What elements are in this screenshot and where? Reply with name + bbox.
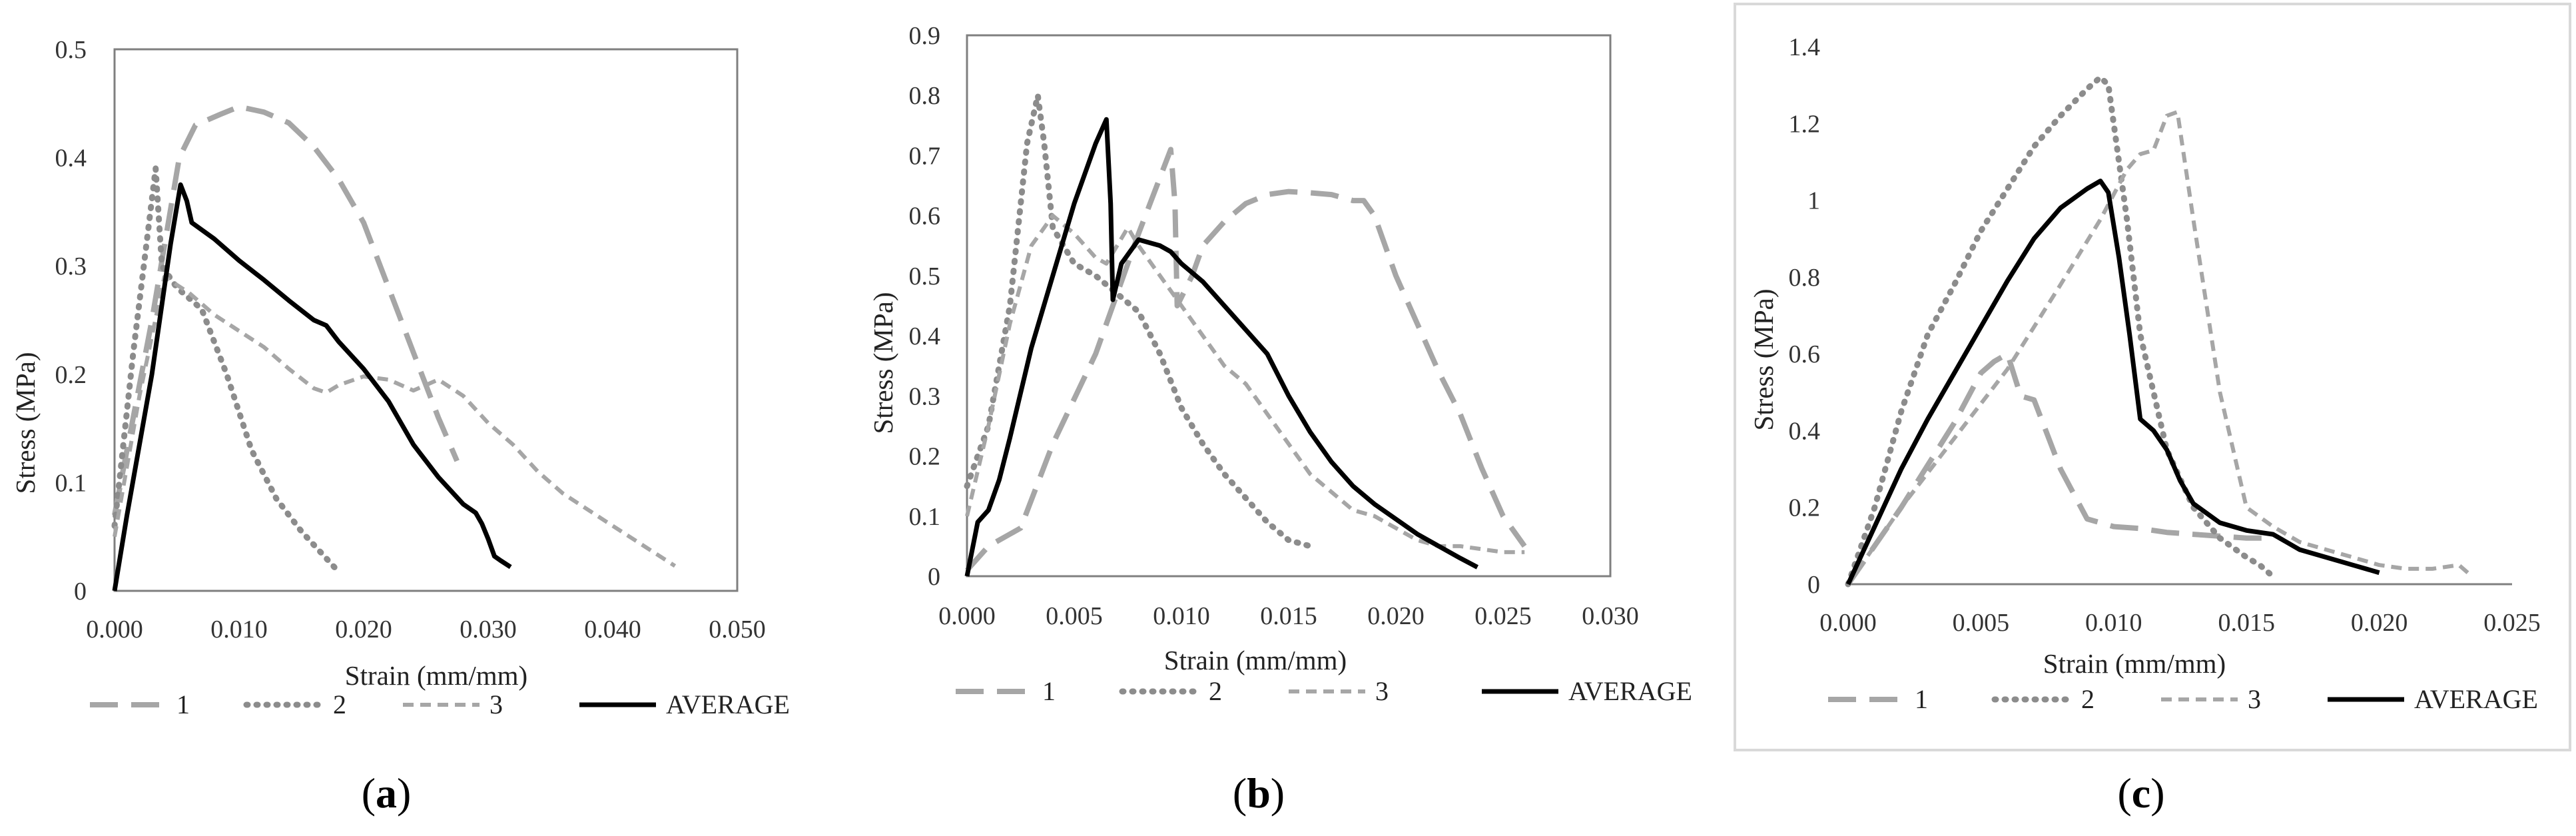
panel-letter-c: c (2132, 769, 2150, 817)
panel-a: 0.000 0.010 0.020 0.030 0.040 0.050 0 0.1 0.2 0.3… (10, 36, 790, 817)
x-tick-label-b: 0.010 (1153, 602, 1210, 630)
panel-b: 0.000 0.005 0.010 0.015 0.020 0.025 0.030 0 0.1 0… (868, 22, 1692, 817)
panel-label-c: (c) (2117, 769, 2164, 817)
x-tick-label-a: 0.020 (335, 616, 392, 643)
x-axis-label-a: Strain (mm/mm) (345, 660, 527, 691)
plot-border-b (966, 34, 1612, 578)
series-line-c-2 (1845, 74, 2276, 588)
plot-area-b: 0.000 0.005 0.010 0.015 0.020 0.025 0.030 0 0.1 0… (909, 22, 1639, 630)
y-tick-label-b: 0.8 (909, 82, 941, 110)
legend-c: 1 2 3 AVERAGE (1828, 684, 2538, 714)
y-tick-label-c: 1.4 (1789, 33, 1821, 61)
panel-letter-b: b (1247, 769, 1271, 817)
series-line-b-2 (964, 92, 1313, 550)
x-tick-label-c: 0.005 (1953, 609, 2010, 637)
legend-label-b-3: 3 (1375, 676, 1389, 706)
y-tick-label-b: 0 (928, 563, 940, 591)
legend-label-a-2: 2 (333, 689, 346, 719)
legend-label-a-3: 3 (489, 689, 503, 719)
legend-label-c-3: 3 (2248, 684, 2261, 714)
series-line-a-1 (112, 104, 460, 516)
legend-label-a-1: 1 (176, 689, 190, 719)
series-line-b-average (964, 117, 1479, 577)
y-tick-label-a: 0.4 (55, 145, 87, 173)
panel-label-a: (a) (362, 769, 412, 817)
y-tick-label-b: 0.7 (909, 142, 941, 170)
panel-c-border (1734, 3, 2571, 751)
y-axis-label-c: Stress (MPa) (1748, 289, 1779, 431)
y-tick-label-c: 0.6 (1789, 340, 1821, 368)
x-tick-label-b: 0.015 (1260, 602, 1317, 630)
y-tick-label-a: 0 (74, 578, 87, 606)
y-axis-label-a: Stress (MPa) (10, 352, 41, 494)
x-axis-label-b: Strain (mm/mm) (1164, 645, 1347, 675)
legend-label-c-average: AVERAGE (2414, 684, 2538, 714)
series-line-b-1 (965, 147, 1527, 572)
y-tick-label-b: 0.5 (909, 262, 941, 290)
legend-b: 1 2 3 AVERAGE (956, 676, 1692, 706)
legend-label-c-1: 1 (1915, 684, 1928, 714)
y-tick-label-b: 0.9 (909, 22, 941, 50)
x-tick-label-b: 0.025 (1474, 602, 1532, 630)
series-line-a-average (112, 182, 512, 592)
series-group-a (111, 104, 677, 592)
series-line-a-2 (111, 165, 340, 572)
legend-label-b-average: AVERAGE (1568, 676, 1692, 706)
y-tick-label-b: 0.1 (909, 503, 941, 531)
x-tick-label-a: 0.030 (460, 616, 517, 643)
legend-label-b-2: 2 (1209, 676, 1222, 706)
series-line-a-3 (113, 274, 677, 568)
x-tick-label-b: 0.020 (1367, 602, 1425, 630)
panel-c: 0.000 0.005 0.010 0.015 0.020 0.025 0 0.2 0.4 0.6… (1748, 33, 2541, 817)
y-axis-label-b: Stress (MPa) (868, 292, 898, 434)
series-group-b (964, 92, 1527, 577)
y-tick-label-a: 0.5 (55, 36, 87, 64)
plot-area-a: 0.000 0.010 0.020 0.030 0.040 0.050 0 0.1 0.2 0.3… (55, 36, 766, 643)
y-tick-label-a: 0.3 (55, 252, 87, 280)
x-axis-label-c: Strain (mm/mm) (2043, 648, 2226, 679)
legend-a: 1 2 3 AVERAGE (90, 689, 790, 719)
x-tick-label-c: 0.020 (2351, 609, 2408, 637)
x-tick-label-b: 0.005 (1046, 602, 1103, 630)
plot-area-c: 0.000 0.005 0.010 0.015 0.020 0.025 0 0.2 0.4 0.6… (1789, 33, 2541, 637)
y-tick-label-b: 0.6 (909, 203, 941, 230)
plot-border-a (113, 48, 739, 592)
x-tick-label-c: 0.000 (1819, 609, 1877, 637)
x-tick-label-a: 0.040 (584, 616, 641, 643)
x-tick-label-c: 0.010 (2085, 609, 2142, 637)
series-line-c-1 (1845, 351, 2274, 586)
y-tick-label-c: 1.2 (1789, 110, 1821, 138)
y-tick-label-c: 0 (1807, 571, 1820, 599)
series-line-c-average (1845, 179, 2380, 586)
x-tick-label-a: 0.050 (709, 616, 766, 643)
panel-letter-a: a (376, 769, 397, 817)
x-tick-label-b: 0.000 (938, 602, 996, 630)
x-tick-label-a: 0.010 (210, 616, 268, 643)
y-tick-label-c: 0.4 (1789, 417, 1821, 445)
y-tick-label-a: 0.2 (55, 361, 87, 389)
y-tick-label-c: 0.8 (1789, 264, 1821, 292)
legend-label-b-1: 1 (1042, 676, 1056, 706)
x-tick-label-b: 0.030 (1582, 602, 1639, 630)
legend-label-c-2: 2 (2081, 684, 2094, 714)
y-tick-label-c: 1 (1807, 187, 1820, 215)
series-line-c-3 (1846, 110, 2474, 586)
series-line-b-3 (965, 213, 1525, 554)
x-tick-label-c: 0.015 (2218, 609, 2275, 637)
y-tick-label-a: 0.1 (55, 469, 87, 497)
x-tick-label-a: 0.000 (86, 616, 143, 643)
y-tick-label-c: 0.2 (1789, 494, 1821, 522)
y-tick-label-b: 0.2 (909, 443, 941, 471)
x-tick-label-c: 0.025 (2483, 609, 2541, 637)
legend-label-a-average: AVERAGE (666, 689, 790, 719)
y-tick-label-b: 0.3 (909, 382, 941, 410)
series-group-c (1845, 74, 2474, 588)
panel-label-b: (b) (1233, 769, 1285, 817)
y-tick-label-b: 0.4 (909, 322, 941, 350)
